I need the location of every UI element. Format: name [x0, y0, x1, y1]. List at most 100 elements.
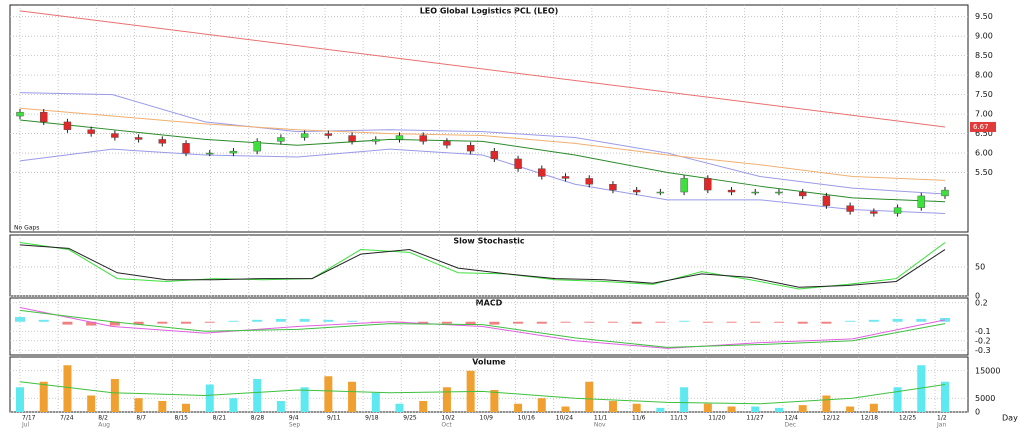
candle-body	[182, 143, 190, 154]
macd-bar	[702, 321, 713, 323]
macd-bar	[181, 321, 192, 324]
macd-bar	[631, 321, 642, 324]
macd-bar	[916, 318, 927, 322]
volume-bar	[158, 401, 167, 412]
y-tick-label: 9.00	[975, 32, 993, 41]
volume-bar	[371, 392, 380, 412]
y-tick-label: 5.50	[975, 168, 993, 177]
stochastic-line	[19, 244, 946, 288]
candle-body	[134, 137, 143, 140]
y-tick-label: 6.50	[975, 129, 993, 138]
macd-bar	[797, 321, 808, 324]
y-tick-label: -0.3	[975, 346, 991, 355]
candle-body	[443, 141, 451, 146]
volume-bar	[585, 381, 594, 412]
macd-bar	[228, 320, 239, 322]
candle-body	[727, 189, 736, 193]
volume-bar	[134, 398, 143, 412]
x-tick-label: 11/13	[670, 415, 687, 422]
note: No Gaps	[14, 225, 39, 232]
volume-bar	[490, 390, 499, 412]
candle-body	[229, 150, 238, 154]
candle-body	[846, 205, 854, 212]
candle-body	[277, 137, 285, 142]
candle-body	[680, 178, 688, 193]
x-tick-label: 8/2	[98, 415, 108, 422]
indicator-line	[19, 119, 946, 203]
chart-title: LEO Global Logistics PCL (LEO)	[420, 7, 559, 16]
volume-bar	[16, 387, 24, 412]
macd-panel	[9, 297, 969, 356]
y-tick-label: 8.00	[975, 71, 993, 80]
x-tick-label: 8/15	[175, 415, 189, 422]
y-tick-label: 5000	[975, 394, 995, 403]
macd-bar	[347, 320, 358, 322]
macd-bar	[892, 318, 903, 322]
x-tick-label: 9/11	[327, 415, 341, 422]
macd-bar	[62, 321, 73, 325]
last-label-bg	[970, 121, 996, 132]
volume-bar	[110, 379, 119, 412]
volume-bar	[324, 376, 333, 412]
macd-bar	[252, 319, 263, 322]
macd-line	[19, 309, 946, 348]
x-tick-label: 7/17	[22, 415, 36, 422]
volume-bar	[751, 406, 760, 412]
macd-bar	[773, 321, 784, 323]
indicator-line	[19, 107, 946, 181]
candle-body	[490, 150, 499, 160]
macd-bar	[845, 320, 856, 322]
x-tick-label: 12/12	[823, 415, 840, 422]
x-tick-label: 10/9	[480, 415, 494, 422]
x-tick-label: 12/18	[861, 415, 878, 422]
candle-body	[87, 129, 95, 134]
volume-bar	[276, 401, 285, 412]
candle-body	[538, 168, 546, 177]
macd-bar	[513, 321, 524, 324]
volume-bar	[419, 401, 428, 412]
candle-body	[40, 111, 48, 123]
x-tick-label: 8/21	[213, 415, 227, 422]
volume-bar	[229, 398, 238, 412]
candle-body	[751, 191, 759, 194]
month-label: Dec	[785, 422, 797, 429]
stochastic-title: Slow Stochastic	[453, 237, 524, 246]
macd-bar	[821, 321, 832, 324]
month-label: Jul	[21, 422, 30, 429]
volume-bar	[537, 398, 546, 412]
volume-bar	[608, 401, 617, 412]
candle-body	[798, 191, 807, 197]
volume-bar	[774, 407, 783, 412]
candle-body	[395, 135, 404, 140]
volume-bar	[656, 407, 665, 412]
macd-bar	[418, 321, 429, 324]
candle-body	[704, 178, 712, 191]
y-tick-label: 15000	[975, 366, 1000, 375]
macd-bar	[607, 321, 618, 323]
x-tick-label: 10/16	[518, 415, 535, 422]
volume-bar	[822, 395, 831, 412]
month-label: Sep	[289, 422, 301, 429]
macd-bar	[275, 318, 286, 322]
x-tick-label: 9/18	[365, 415, 379, 422]
month-label: Nov	[594, 422, 606, 429]
y-tick-label: 6.00	[975, 149, 993, 158]
macd-bar	[726, 321, 737, 323]
price-panel	[9, 4, 969, 233]
macd-bar	[38, 319, 49, 322]
candle-body	[324, 133, 333, 136]
macd-bar	[86, 321, 97, 326]
stochastic-panel	[9, 234, 969, 297]
macd-bar	[536, 321, 547, 324]
x-tick-label: 10/2	[441, 415, 455, 422]
macd-bar	[465, 321, 476, 325]
y-tick-label: 7.50	[975, 90, 993, 99]
x-tick-label: 11/6	[632, 415, 646, 422]
candle-body	[111, 133, 119, 138]
month-label: Jan	[936, 422, 946, 429]
candle-body	[917, 195, 925, 208]
candle-body	[609, 184, 617, 191]
macd-title: MACD	[476, 299, 503, 308]
candle-body	[822, 195, 831, 206]
volume-bar	[846, 406, 855, 412]
